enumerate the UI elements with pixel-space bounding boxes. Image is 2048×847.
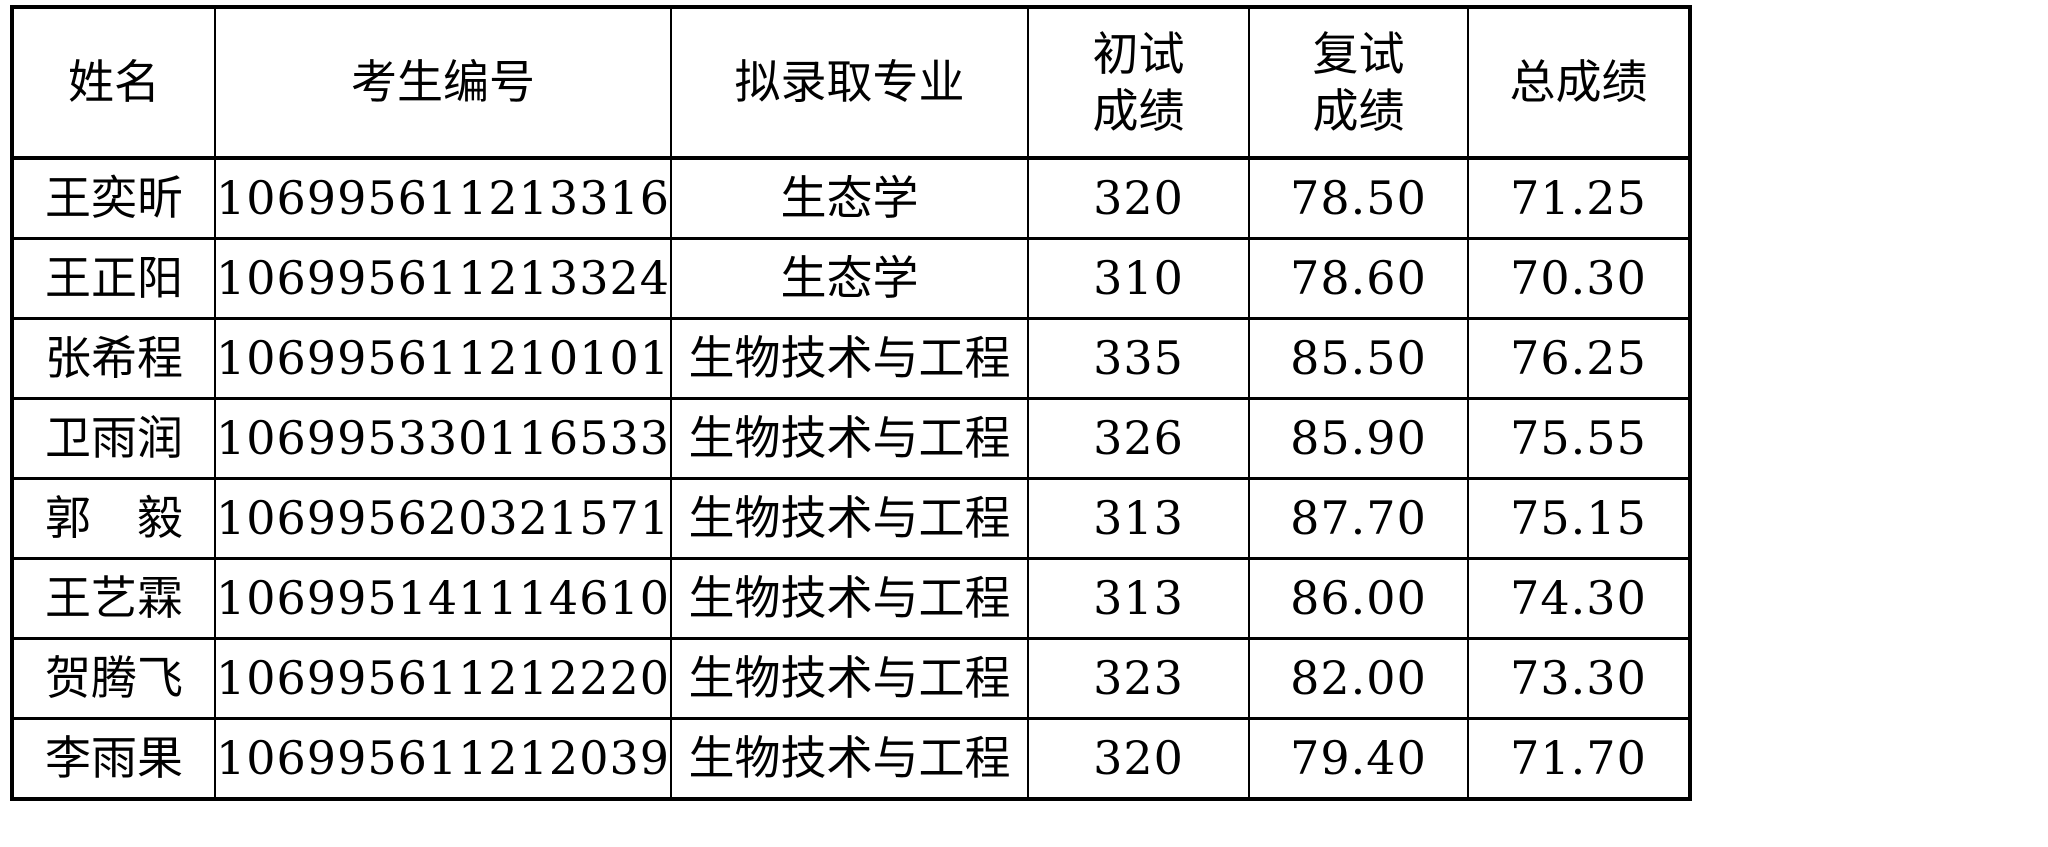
cell-major: 生态学 [670, 156, 1029, 240]
cell-retest-score: 86.00 [1248, 557, 1469, 640]
cell-major: 生物技术与工程 [670, 477, 1029, 560]
cell-major: 生物技术与工程 [670, 557, 1029, 640]
cell-name: 王正阳 [11, 237, 216, 320]
col-header-initial-score: 初试 成绩 [1027, 6, 1250, 160]
cell-total-score: 71.70 [1467, 717, 1691, 801]
table-row: 王奕昕 106995611213316 生态学 320 78.50 71.25 [11, 156, 1691, 240]
cell-name: 郭 毅 [11, 477, 216, 560]
cell-initial-score: 320 [1027, 717, 1250, 801]
cell-name: 王奕昕 [11, 156, 216, 240]
table-row: 王艺霖 106995141114610 生物技术与工程 313 86.00 74… [11, 557, 1691, 640]
cell-initial-score: 335 [1027, 317, 1250, 400]
cell-retest-score: 85.50 [1248, 317, 1469, 400]
cell-initial-score: 313 [1027, 557, 1250, 640]
cell-total-score: 75.15 [1467, 477, 1691, 560]
table-row: 王正阳 106995611213324 生态学 310 78.60 70.30 [11, 237, 1691, 320]
col-header-name: 姓名 [11, 6, 216, 160]
col-header-total-score: 总成绩 [1467, 6, 1691, 160]
cell-major: 生态学 [670, 237, 1029, 320]
table-body: 王奕昕 106995611213316 生态学 320 78.50 71.25 … [11, 156, 1691, 801]
cell-major: 生物技术与工程 [670, 637, 1029, 720]
cell-name: 张希程 [11, 317, 216, 400]
cell-retest-score: 87.70 [1248, 477, 1469, 560]
cell-total-score: 71.25 [1467, 156, 1691, 240]
cell-total-score: 73.30 [1467, 637, 1691, 720]
cell-retest-score: 85.90 [1248, 397, 1469, 480]
cell-candidate-id: 106995611213316 [214, 156, 672, 240]
cell-total-score: 75.55 [1467, 397, 1691, 480]
cell-candidate-id: 106995611210101 [214, 317, 672, 400]
cell-candidate-id: 106995141114610 [214, 557, 672, 640]
cell-candidate-id: 106995330116533 [214, 397, 672, 480]
cell-name: 王艺霖 [11, 557, 216, 640]
cell-initial-score: 326 [1027, 397, 1250, 480]
cell-total-score: 70.30 [1467, 237, 1691, 320]
cell-major: 生物技术与工程 [670, 397, 1029, 480]
cell-retest-score: 78.60 [1248, 237, 1469, 320]
table-header: 姓名 考生编号 拟录取专业 初试 成绩 复试 成绩 总成绩 [11, 6, 1691, 160]
col-header-candidate-id: 考生编号 [214, 6, 672, 160]
col-header-retest-score: 复试 成绩 [1248, 6, 1469, 160]
cell-candidate-id: 106995620321571 [214, 477, 672, 560]
col-header-major: 拟录取专业 [670, 6, 1029, 160]
table-row: 李雨果 106995611212039 生物技术与工程 320 79.40 71… [11, 717, 1691, 801]
cell-retest-score: 79.40 [1248, 717, 1469, 801]
cell-name: 卫雨润 [11, 397, 216, 480]
cell-initial-score: 310 [1027, 237, 1250, 320]
table-row: 贺腾飞 106995611212220 生物技术与工程 323 82.00 73… [11, 637, 1691, 720]
cell-total-score: 76.25 [1467, 317, 1691, 400]
cell-total-score: 74.30 [1467, 557, 1691, 640]
cell-name: 贺腾飞 [11, 637, 216, 720]
admission-table: 姓名 考生编号 拟录取专业 初试 成绩 复试 成绩 总成绩 王奕昕 106995… [10, 5, 1692, 801]
cell-retest-score: 78.50 [1248, 156, 1469, 240]
table-row: 张希程 106995611210101 生物技术与工程 335 85.50 76… [11, 317, 1691, 400]
cell-candidate-id: 106995611213324 [214, 237, 672, 320]
table-row: 卫雨润 106995330116533 生物技术与工程 326 85.90 75… [11, 397, 1691, 480]
cell-initial-score: 313 [1027, 477, 1250, 560]
cell-major: 生物技术与工程 [670, 717, 1029, 801]
cell-candidate-id: 106995611212039 [214, 717, 672, 801]
cell-major: 生物技术与工程 [670, 317, 1029, 400]
cell-retest-score: 82.00 [1248, 637, 1469, 720]
cell-initial-score: 323 [1027, 637, 1250, 720]
header-row: 姓名 考生编号 拟录取专业 初试 成绩 复试 成绩 总成绩 [11, 6, 1691, 160]
cell-name: 李雨果 [11, 717, 216, 801]
cell-candidate-id: 106995611212220 [214, 637, 672, 720]
table-row: 郭 毅 106995620321571 生物技术与工程 313 87.70 75… [11, 477, 1691, 560]
cell-initial-score: 320 [1027, 156, 1250, 240]
